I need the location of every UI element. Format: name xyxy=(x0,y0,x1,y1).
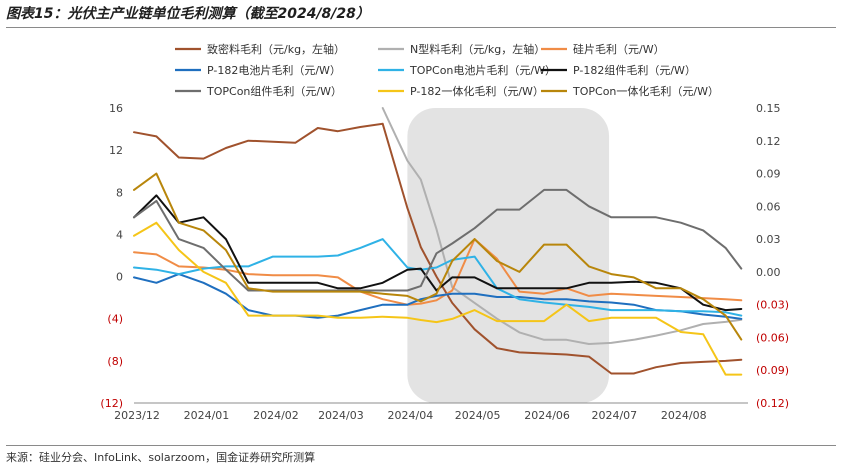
y-right-tick-label: (0.12) xyxy=(756,397,789,410)
x-tick-label: 2023/12 xyxy=(114,409,160,422)
series-layer xyxy=(133,107,743,376)
y-left-tick-label: (12) xyxy=(100,397,123,410)
y-right-tick-label: (0.06) xyxy=(756,331,789,344)
y-right-tick-label: 0.09 xyxy=(756,168,781,181)
y-right-tick-label: 0.12 xyxy=(756,135,781,148)
x-tick-label: 2024/07 xyxy=(591,409,637,422)
x-tick-label: 2024/04 xyxy=(388,409,434,422)
series-line xyxy=(133,122,743,375)
legend-label: P-182一体化毛利（元/W） xyxy=(410,84,544,98)
x-tick-label: 2024/06 xyxy=(524,409,570,422)
legend-label: P-182电池片毛利（元/W） xyxy=(207,64,341,77)
axes: 16 12 8 4 0 (4) (8) (12) 0.15 0.12 0.09 0.06 0.03 0.0… xyxy=(100,102,789,422)
legend-label: N型料毛利（元/kg，左轴） xyxy=(410,42,545,56)
y-left-tick-label: 4 xyxy=(116,228,123,241)
series-line xyxy=(133,238,743,306)
legend-label: TOPCon组件毛利（元/W） xyxy=(206,84,342,98)
x-tick-label: 2024/08 xyxy=(661,409,707,422)
y-right-tick-label: 0.00 xyxy=(756,266,781,279)
title-divider xyxy=(6,27,836,28)
y-right-tick-label: 0.03 xyxy=(756,233,781,246)
legend-label: 硅片毛利（元/W） xyxy=(573,43,665,56)
legend: 致密料毛利（元/kg，左轴） N型料毛利（元/kg，左轴） 硅片毛利（元/W） P-1… xyxy=(175,42,719,98)
y-right-tick-label: 0.06 xyxy=(756,200,781,213)
y-right-tick-label: 0.15 xyxy=(756,102,781,115)
series-line xyxy=(381,107,743,345)
x-tick-label: 2024/01 xyxy=(184,409,230,422)
y-right-tick-label: (0.03) xyxy=(756,299,789,312)
source-note: 来源：硅业分会、InfoLink、solarzoom，国金证券研究所测算 xyxy=(6,451,316,464)
y-right-tick-label: (0.09) xyxy=(756,364,789,377)
y-left-tick-label: 12 xyxy=(109,144,123,157)
y-left-tick-label: 8 xyxy=(116,186,123,199)
x-tick-label: 2024/03 xyxy=(318,409,364,422)
y-left-tick-label: 16 xyxy=(109,102,123,115)
legend-label: TOPCon电池片毛利（元/W） xyxy=(409,64,556,77)
x-tick-label: 2024/05 xyxy=(455,409,501,422)
figure-title: 图表15：光伏主产业链单位毛利测算（截至2024/8/28） xyxy=(6,6,370,22)
y-left-tick-label: (8) xyxy=(107,355,123,368)
series-line xyxy=(133,188,743,292)
y-left-tick-label: (4) xyxy=(107,313,123,326)
shaded-period xyxy=(407,108,610,403)
x-tick-label: 2024/02 xyxy=(253,409,299,422)
source-divider xyxy=(6,445,836,446)
legend-label: P-182组件毛利（元/W） xyxy=(573,63,696,77)
legend-label: 致密料毛利（元/kg，左轴） xyxy=(207,42,345,56)
series-line xyxy=(133,221,743,376)
y-left-tick-label: 0 xyxy=(116,271,123,284)
legend-label: TOPCon一体化毛利（元/W） xyxy=(572,84,719,98)
series-line xyxy=(133,172,743,341)
